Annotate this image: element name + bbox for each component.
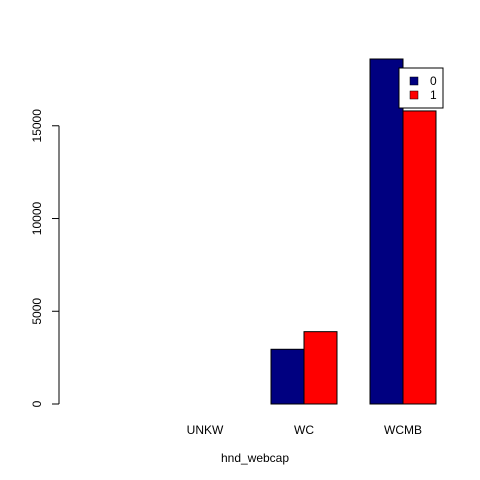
y-tick-label: 0 <box>30 400 44 407</box>
legend-swatch-1 <box>409 90 419 100</box>
x-axis-labels: UNKW WC WCMB <box>187 423 422 437</box>
bar-0-WCMB <box>369 58 404 405</box>
x-tick-label: WCMB <box>384 423 422 437</box>
bar-1-WCMB <box>402 110 437 405</box>
x-axis-title: hnd_webcap <box>221 451 289 465</box>
y-tick-label: 10000 <box>30 202 44 236</box>
bars <box>270 58 437 405</box>
x-tick-label: WC <box>294 423 314 437</box>
legend-label-1: 1 <box>430 88 437 102</box>
y-axis: 0 5000 10000 15000 <box>30 109 60 407</box>
legend-box <box>398 67 444 109</box>
x-tick-label: UNKW <box>187 423 224 437</box>
legend-label-0: 0 <box>430 74 437 88</box>
legend: 01 <box>398 67 444 109</box>
y-tick-label: 15000 <box>30 109 44 143</box>
y-tick-label: 5000 <box>30 298 44 325</box>
bar-1-WC <box>303 331 338 405</box>
bar-0-WC <box>270 348 305 405</box>
legend-swatch-0 <box>409 76 419 86</box>
